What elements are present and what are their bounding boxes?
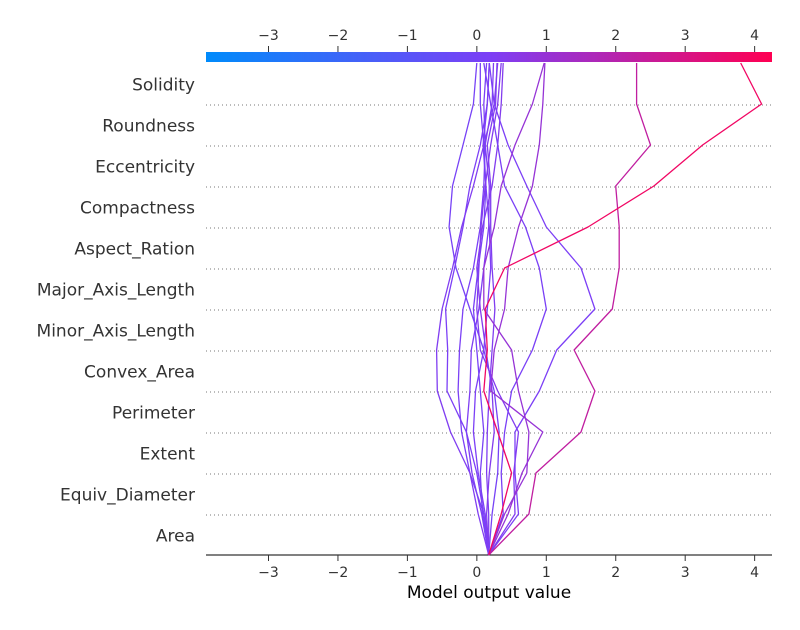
top-tick-label: 2 bbox=[611, 28, 620, 44]
bottom-tick-label: 2 bbox=[611, 565, 620, 581]
bottom-tick-label: 3 bbox=[681, 565, 690, 581]
feature-label: Perimeter bbox=[112, 404, 195, 424]
top-tick-label: 4 bbox=[750, 28, 759, 44]
top-tick-label: −1 bbox=[397, 28, 418, 44]
feature-label: Major_Axis_Length bbox=[37, 281, 195, 301]
feature-labels: Solidity Roundness Eccentricity Compactness… bbox=[37, 76, 196, 547]
bottom-axis: −3 −2 −1 0 1 2 3 4 bbox=[206, 554, 772, 581]
bottom-tick-label: 4 bbox=[750, 565, 759, 581]
decision-line bbox=[483, 62, 547, 556]
decision-line bbox=[483, 62, 545, 556]
decision-line bbox=[472, 62, 492, 556]
top-tick-label: 3 bbox=[681, 28, 690, 44]
feature-label: Area bbox=[156, 527, 195, 547]
feature-label: Aspect_Ration bbox=[74, 240, 195, 260]
decision-line bbox=[435, 62, 499, 556]
decision-line bbox=[488, 62, 596, 556]
top-tick-label: 1 bbox=[542, 28, 551, 44]
decision-line bbox=[444, 62, 490, 556]
feature-label: Eccentricity bbox=[95, 158, 195, 178]
bottom-tick-label: 0 bbox=[472, 565, 481, 581]
bottom-tick-label: −3 bbox=[258, 565, 279, 581]
colorbar bbox=[206, 52, 772, 62]
decision-line bbox=[448, 62, 500, 556]
decision-line bbox=[488, 63, 652, 556]
decision-line bbox=[488, 62, 546, 556]
feature-label: Roundness bbox=[102, 117, 195, 137]
top-axis: −3 −2 −1 0 1 2 3 4 bbox=[258, 28, 759, 52]
top-tick-label: 0 bbox=[472, 28, 481, 44]
top-tick-label: −3 bbox=[258, 28, 279, 44]
top-tick-label: −2 bbox=[328, 28, 349, 44]
feature-label: Extent bbox=[140, 445, 196, 465]
bottom-tick-label: −1 bbox=[397, 565, 418, 581]
bottom-tick-label: 1 bbox=[542, 565, 551, 581]
decision-line bbox=[485, 62, 498, 555]
feature-label: Solidity bbox=[132, 76, 195, 96]
x-axis-title: Model output value bbox=[407, 583, 571, 603]
decision-lines bbox=[435, 62, 763, 556]
feature-label: Minor_Axis_Length bbox=[37, 322, 195, 342]
bottom-tick-label: −2 bbox=[328, 565, 349, 581]
decision-line bbox=[476, 62, 520, 556]
feature-label: Compactness bbox=[80, 199, 195, 219]
feature-label: Convex_Area bbox=[84, 363, 195, 383]
decision-line bbox=[483, 62, 763, 556]
feature-label: Equiv_Diameter bbox=[60, 486, 195, 506]
